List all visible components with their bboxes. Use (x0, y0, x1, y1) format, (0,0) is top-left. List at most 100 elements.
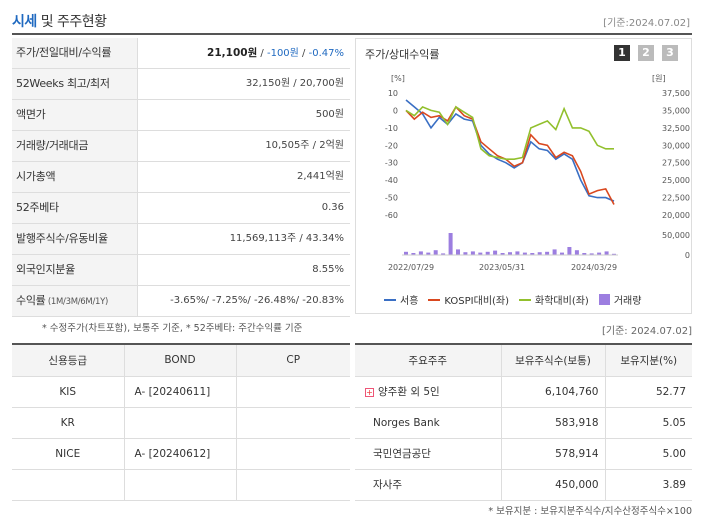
column-header: BOND (123, 345, 237, 377)
legend-item: 거래량 (598, 292, 641, 307)
left-tick-label: -40 (385, 176, 398, 185)
info-label: 주가/전일대비/수익률 (12, 38, 138, 68)
info-label: 시가총액 (12, 162, 138, 192)
volume-bar (545, 251, 550, 255)
table-row: KR (12, 406, 350, 439)
bond-cell (123, 468, 237, 501)
right-tick-label: 20,000 (662, 211, 690, 220)
cp-cell (235, 468, 350, 501)
volume-bar (522, 252, 527, 255)
right-tick-label: 25,000 (662, 176, 690, 185)
volume-tick-label: 0 (685, 251, 690, 260)
info-value: -3.65%/ -7.25%/ -26.48%/ -20.83% (170, 295, 344, 306)
legend-item: 서흥 (384, 292, 418, 307)
volume-bar (567, 247, 572, 255)
volume-bar (411, 253, 416, 255)
volume-bar (604, 251, 609, 255)
agency-cell (12, 468, 125, 501)
volume-tick-label: 50,000 (662, 231, 690, 240)
legend-item: KOSPI대비(좌) (428, 292, 509, 307)
cp-cell (235, 375, 350, 408)
column-header: 신용등급 (12, 345, 125, 377)
volume-bar (426, 252, 431, 255)
column-header: 보유주식수(보통) (500, 345, 606, 377)
info-label: 52주베타 (12, 193, 138, 223)
left-tick-label: -60 (385, 211, 398, 220)
left-tick-label: -30 (385, 159, 398, 168)
table-row (12, 468, 350, 501)
title-accent: 시세 (12, 14, 37, 30)
holders-note: * 보유지분 : 보유지분주식수/지수산정주식수×100 (488, 506, 692, 517)
stake-cell: 5.00 (604, 437, 692, 470)
series-line (405, 105, 614, 160)
volume-bar (537, 252, 542, 255)
info-label-sub: (1M/3M/6M/1Y) (45, 297, 109, 307)
holder-name-cell: 자사주 (355, 468, 502, 501)
chart-legend: 서흥 KOSPI대비(좌) 화학대비(좌) 거래량 (384, 292, 641, 307)
x-tick-label: 2024/03/29 (571, 263, 617, 272)
series-line (405, 99, 615, 202)
right-tick-label: 27,500 (662, 159, 690, 168)
holder-name-cell: + 양주환 외 5인 (355, 375, 502, 408)
info-value: 32,150원 / 20,700원 (245, 78, 344, 89)
expand-icon[interactable]: + (365, 388, 374, 397)
info-label: 수익률 (1M/3M/6M/1Y) (12, 286, 138, 316)
volume-bar (433, 250, 438, 255)
info-value: 11,569,113주 / 43.34% (229, 233, 344, 244)
table-header-row: 신용등급 BOND CP (12, 345, 350, 377)
left-tick-label: -10 (385, 124, 398, 133)
section-header: 시세 및 주주현황 [기준:2024.07.02] (12, 10, 692, 32)
price-chart: [%] [원] 10 0 -10 -20 -30 -40 -50 -60 37,500 35,000 3… (385, 74, 690, 272)
volume-bar (500, 253, 505, 255)
cp-cell (235, 406, 350, 439)
chart-page-2-button[interactable]: 2 (638, 45, 654, 61)
info-value: 0.36 (321, 202, 344, 213)
info-label: 외국인지분율 (12, 255, 138, 285)
cp-cell (235, 437, 350, 470)
shares-cell: 6,104,760 (500, 375, 606, 408)
table-row: 국민연금공단 578,914 5.00 (355, 437, 692, 470)
left-tick-label: -50 (385, 194, 398, 203)
right-tick-label: 22,500 (662, 194, 690, 203)
legend-line-icon (519, 298, 532, 301)
title-divider (12, 33, 692, 35)
info-value: 8.55% (312, 264, 344, 275)
legend-item: 화학대비(좌) (519, 292, 589, 307)
stake-cell: 3.89 (604, 468, 692, 501)
series-line (405, 105, 615, 205)
info-row-par-value: 액면가 500원 (12, 100, 350, 131)
info-label: 액면가 (12, 100, 138, 130)
chart-page-3-button[interactable]: 3 (662, 45, 678, 61)
holder-name-cell: 국민연금공단 (355, 437, 502, 470)
left-tick-label: 10 (388, 89, 398, 98)
column-header: CP (235, 345, 350, 377)
right-tick-label: 35,000 (662, 106, 690, 115)
bond-cell: A- [20240612] (123, 437, 237, 470)
volume-bar (456, 249, 460, 255)
table-row: Norges Bank 583,918 5.05 (355, 406, 692, 439)
holders-reference-date: [기준: 2024.07.02] (601, 326, 692, 337)
info-label: 거래량/거래대금 (12, 131, 138, 161)
column-header: 주요주주 (355, 345, 502, 377)
shareholders-table: 주요주주 보유주식수(보통) 보유지분(%) + 양주환 외 5인 6,104,7… (355, 343, 692, 501)
volume-bar (404, 251, 408, 255)
chart-page-1-button[interactable]: 1 (614, 45, 630, 61)
section-title: 시세 및 주주현황 (12, 11, 107, 31)
separator: / (298, 48, 309, 59)
stake-cell: 52.77 (604, 375, 692, 408)
volume-bar (418, 251, 423, 255)
legend-line-icon (384, 298, 396, 301)
holder-name-cell: Norges Bank (355, 406, 502, 439)
right-tick-label: 37,500 (662, 89, 690, 98)
stake-cell: 5.05 (604, 406, 692, 439)
right-tick-label: 32,500 (662, 124, 690, 133)
chart-panel: 주가/상대수익률 1 2 3 [%] [원] 10 0 -10 -20 -30 -40 -50 -… (355, 38, 692, 314)
right-axis-unit: [원] (652, 74, 666, 83)
info-label: 발행주식수/유동비율 (12, 224, 138, 254)
table-header-row: 주요주주 보유주식수(보통) 보유지분(%) (355, 345, 692, 377)
x-tick-label: 2022/07/29 (388, 263, 434, 272)
column-header: 보유지분(%) (604, 345, 692, 377)
legend-bar-icon (598, 294, 610, 305)
left-tick-label: 0 (393, 106, 398, 115)
info-row-foreign: 외국인지분율 8.55% (12, 255, 350, 286)
